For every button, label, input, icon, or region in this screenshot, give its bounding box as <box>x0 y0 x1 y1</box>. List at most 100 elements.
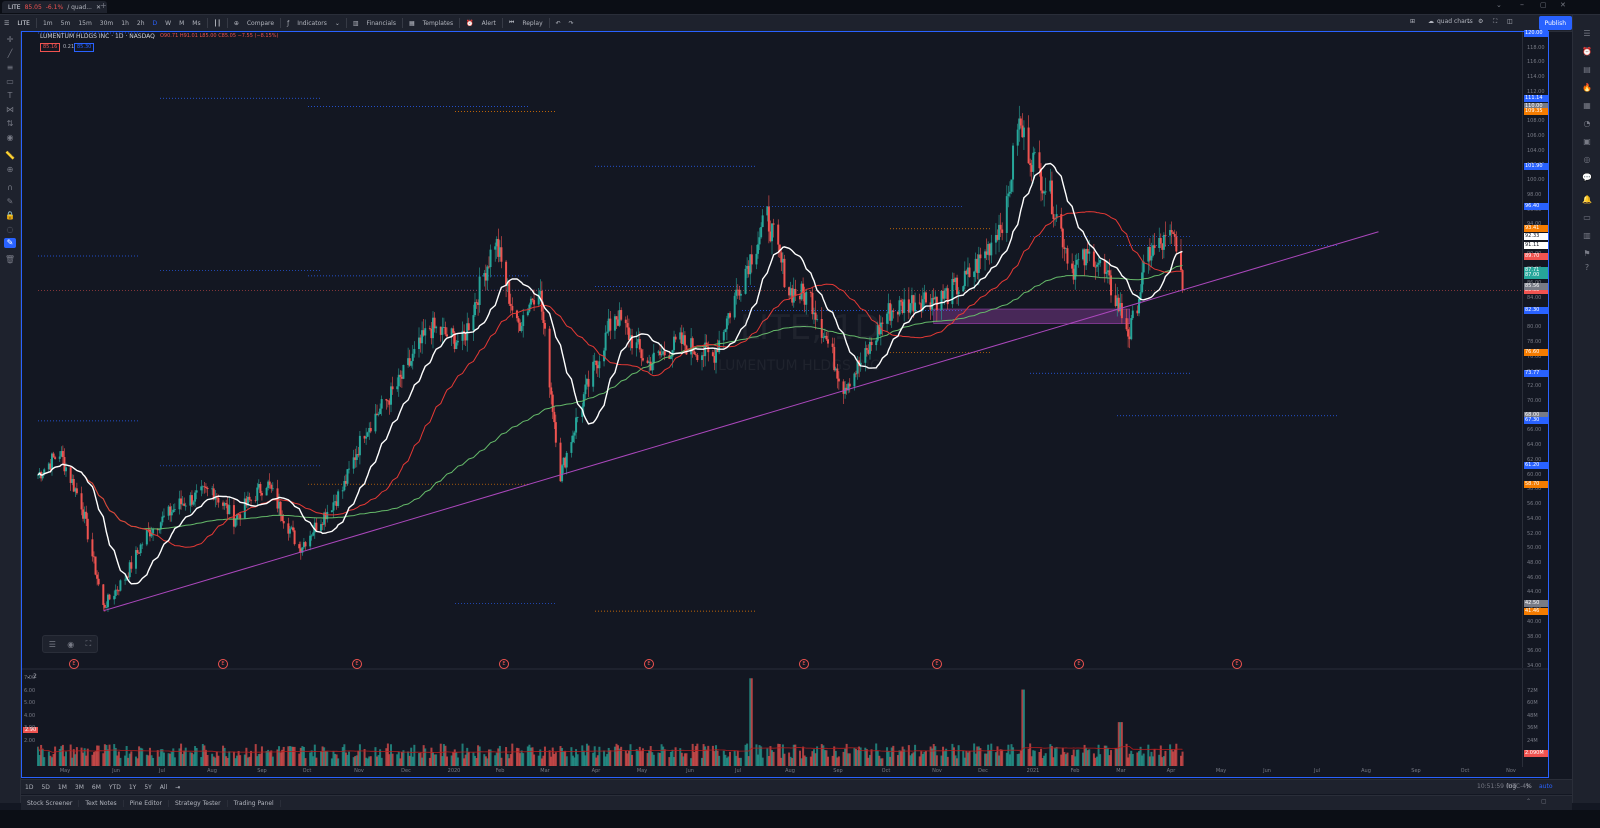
replay-button[interactable]: Replay <box>522 19 543 27</box>
interval-2h[interactable]: 2h <box>136 19 145 27</box>
hotlist-icon[interactable]: 🔥 <box>1582 83 1592 92</box>
collapse-icon[interactable]: ⌃ <box>1526 798 1532 805</box>
prediction-tool-icon[interactable]: ⇅ <box>6 119 14 128</box>
earnings-badge[interactable]: E <box>932 659 942 669</box>
chart-type-icon[interactable]: ┃┃ <box>213 19 221 27</box>
pine-icon[interactable]: ⚑ <box>1583 249 1591 258</box>
tab-trading-panel[interactable]: Trading Panel <box>228 799 281 807</box>
eye-icon[interactable]: ◉ <box>67 639 75 649</box>
range-ytd[interactable]: YTD <box>108 783 121 791</box>
fib-tool-icon[interactable]: ≡ <box>6 63 14 72</box>
chevron-down-icon[interactable]: ⌄ <box>26 673 32 680</box>
series-legend[interactable]: LUMENTUM HLDGS INC · 1D · NASDAQ <box>40 33 155 40</box>
zoom-icon[interactable]: ⊕ <box>6 165 14 174</box>
crosshair-icon[interactable]: ✛ <box>6 35 14 44</box>
tab-text-notes[interactable]: Text Notes <box>79 799 124 807</box>
fullscreen-icon[interactable]: ⛶ <box>1493 18 1498 25</box>
range-6m[interactable]: 6M <box>91 783 101 791</box>
layout-grid-icon[interactable]: ⊞ <box>1410 18 1416 25</box>
ideas-icon[interactable]: ◔ <box>1583 119 1591 128</box>
cloud-icon[interactable]: ☁ <box>1428 18 1434 25</box>
interval-1h[interactable]: 1h <box>121 19 129 27</box>
range-3m[interactable]: 3M <box>74 783 84 791</box>
earnings-badge[interactable]: E <box>69 659 79 669</box>
interval-1m[interactable]: 1m <box>42 19 53 27</box>
chevron-down-icon[interactable]: ⌄ <box>1466 18 1472 25</box>
earnings-badge[interactable]: E <box>799 659 809 669</box>
frame-icon[interactable]: ⛶ <box>85 639 92 648</box>
alert-icon[interactable]: ⏰ <box>466 19 474 27</box>
range-1d[interactable]: 1D <box>25 783 34 791</box>
camera-icon[interactable]: ◫ <box>1507 18 1513 25</box>
replay-icon[interactable]: ⏮ <box>508 19 515 26</box>
object-tree-icon[interactable]: ☰ <box>48 639 56 649</box>
interval-m[interactable]: M <box>179 19 185 27</box>
chevron-down-icon[interactable]: ⌄ <box>1496 1 1502 9</box>
close-window-icon[interactable]: ✕ <box>1560 1 1566 9</box>
maximize-panel-icon[interactable]: ▢ <box>1541 798 1547 805</box>
minimize-icon[interactable]: – <box>1520 0 1524 9</box>
log-toggle[interactable]: log <box>1507 783 1517 790</box>
templates-button[interactable]: Templates <box>422 19 454 27</box>
maximize-icon[interactable]: ▢ <box>1540 1 1547 9</box>
order-panel-icon[interactable]: ▭ <box>1583 213 1591 222</box>
browser-tab[interactable]: LITE 85.05 -6.1% / quad... ✕ <box>2 1 107 13</box>
notifications-icon[interactable]: 🔔 <box>1582 195 1592 204</box>
tab-stock-screener[interactable]: Stock Screener <box>21 799 80 807</box>
publish-button[interactable]: Publish <box>1538 16 1572 30</box>
settings-icon[interactable]: ⚙ <box>1478 18 1484 25</box>
earnings-badge[interactable]: E <box>1232 659 1242 669</box>
earnings-badge[interactable]: E <box>352 659 362 669</box>
interval-5m[interactable]: 5m <box>60 19 71 27</box>
data-window-icon[interactable]: ▤ <box>1583 65 1591 74</box>
earnings-badge[interactable]: E <box>499 659 509 669</box>
auto-toggle[interactable]: auto <box>1539 783 1553 790</box>
interval-30m[interactable]: 30m <box>99 19 114 27</box>
new-tab-icon[interactable]: + <box>100 1 107 10</box>
redo-icon[interactable]: ↷ <box>568 19 574 27</box>
indicators-button[interactable]: Indicators <box>297 19 327 27</box>
tab-pine-editor[interactable]: Pine Editor <box>124 799 169 807</box>
interval-w[interactable]: W <box>165 19 172 27</box>
interval-d[interactable]: D <box>152 19 158 27</box>
sell-badge[interactable]: 85.16 <box>40 43 61 52</box>
undo-icon[interactable]: ↶ <box>555 19 561 27</box>
news-icon[interactable]: ▣ <box>1583 137 1591 146</box>
compare-button[interactable]: Compare <box>246 19 275 27</box>
hide-icon[interactable]: ◌ <box>6 225 14 234</box>
menu-icon[interactable]: ☰ <box>4 19 10 27</box>
interval-15m[interactable]: 15m <box>78 19 92 27</box>
pattern-tool-icon[interactable]: ⋈ <box>6 105 14 114</box>
chevron-down-icon[interactable]: ⌄ <box>334 19 340 27</box>
earnings-badge[interactable]: E <box>218 659 228 669</box>
interval-ms[interactable]: Ms <box>192 19 201 27</box>
alerts-icon[interactable]: ⏰ <box>1582 47 1592 56</box>
alert-button[interactable]: Alert <box>481 19 496 27</box>
indicators-icon[interactable]: ƒ <box>287 19 290 27</box>
financials-button[interactable]: Financials <box>366 19 396 27</box>
trash-icon[interactable]: 🗑 <box>4 255 16 264</box>
chats-icon[interactable]: 💬 <box>1582 173 1592 182</box>
lock-icon[interactable]: 🔒 <box>5 211 15 220</box>
stay-drawing-icon[interactable]: ✎ <box>6 197 14 206</box>
range-5d[interactable]: 5D <box>41 783 50 791</box>
range-1m[interactable]: 1M <box>57 783 67 791</box>
magnet-icon[interactable]: ∩ <box>7 183 13 192</box>
calendar-icon[interactable]: ▦ <box>1583 101 1591 110</box>
trendline-tool-icon[interactable]: ╱ <box>7 49 13 58</box>
streams-icon[interactable]: ◎ <box>1583 155 1591 164</box>
range-1y[interactable]: 1Y <box>128 783 137 791</box>
sync-drawing-icon[interactable]: ✎ <box>4 238 16 248</box>
financials-icon[interactable]: ▥ <box>352 19 359 27</box>
time-axis[interactable]: May Jun Jul Aug Sep Oct Nov Dec 2020 Feb Mar Apr May… <box>22 767 1522 777</box>
earnings-badge[interactable]: E <box>644 659 654 669</box>
close-tab-icon[interactable]: ✕ <box>95 3 101 11</box>
compare-icon[interactable]: ⊕ <box>233 19 239 27</box>
price-scale[interactable]: 118.00 116.00 114.00 112.00 110.00 108.00 106.… <box>1522 29 1549 669</box>
tab-strategy-tester[interactable]: Strategy Tester <box>169 799 228 807</box>
layout-name[interactable]: quad charts <box>1437 18 1473 25</box>
percent-toggle[interactable]: % <box>1526 783 1532 790</box>
help-icon[interactable]: ? <box>1584 263 1590 272</box>
shape-tool-icon[interactable]: ▭ <box>6 77 14 86</box>
